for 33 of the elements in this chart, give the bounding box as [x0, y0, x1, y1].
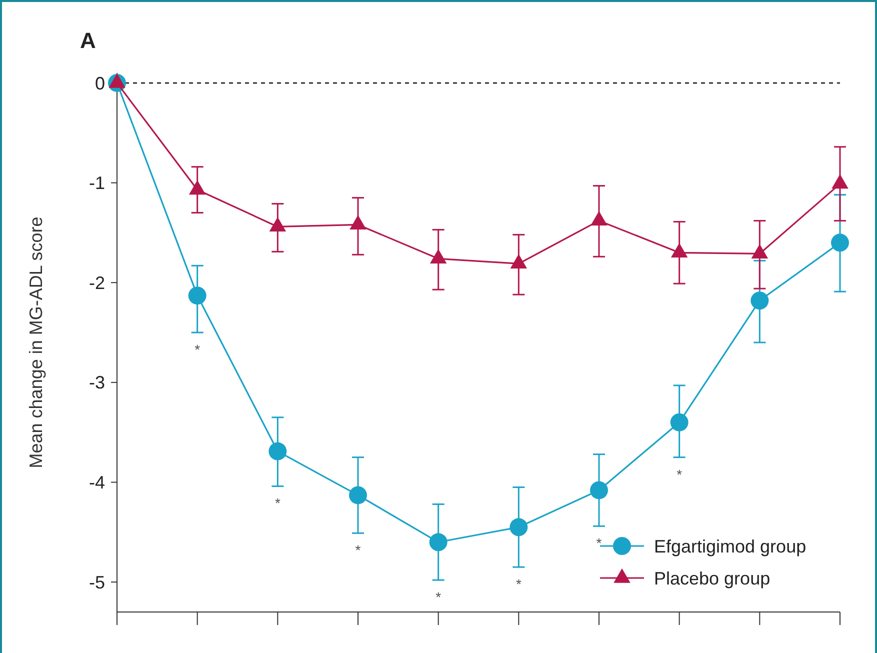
data-label: * — [355, 542, 362, 558]
point — [268, 442, 287, 460]
point — [751, 244, 768, 258]
data-label: * — [194, 342, 201, 358]
legend-label: Efgartigimod group — [654, 536, 806, 556]
point — [670, 413, 688, 432]
point — [590, 211, 608, 226]
data-label: * — [676, 466, 683, 482]
point — [430, 248, 447, 264]
y-tick-label: 0 — [94, 73, 105, 94]
point — [269, 217, 286, 232]
y-tick-label: -1 — [88, 173, 105, 194]
y-tick-label: -3 — [88, 372, 105, 393]
text: A — [80, 28, 96, 53]
point — [188, 180, 206, 195]
data-label: * — [516, 576, 522, 592]
y-tick-label: -2 — [88, 272, 105, 293]
point — [349, 486, 367, 504]
y-tick-label: -5 — [88, 572, 105, 592]
point — [510, 254, 528, 268]
point — [590, 481, 608, 500]
y-axis-title: Mean change in MG-ADL score — [26, 216, 46, 468]
y-tick-label: -4 — [88, 472, 105, 493]
point — [108, 73, 126, 88]
data-label: * — [274, 495, 281, 512]
data-label: * — [596, 535, 602, 552]
point — [429, 533, 448, 552]
point — [350, 215, 366, 230]
point — [832, 174, 848, 189]
data-label: * — [436, 589, 442, 606]
point — [510, 518, 528, 536]
legend-label: Placebo group — [654, 568, 770, 588]
point — [670, 242, 688, 258]
